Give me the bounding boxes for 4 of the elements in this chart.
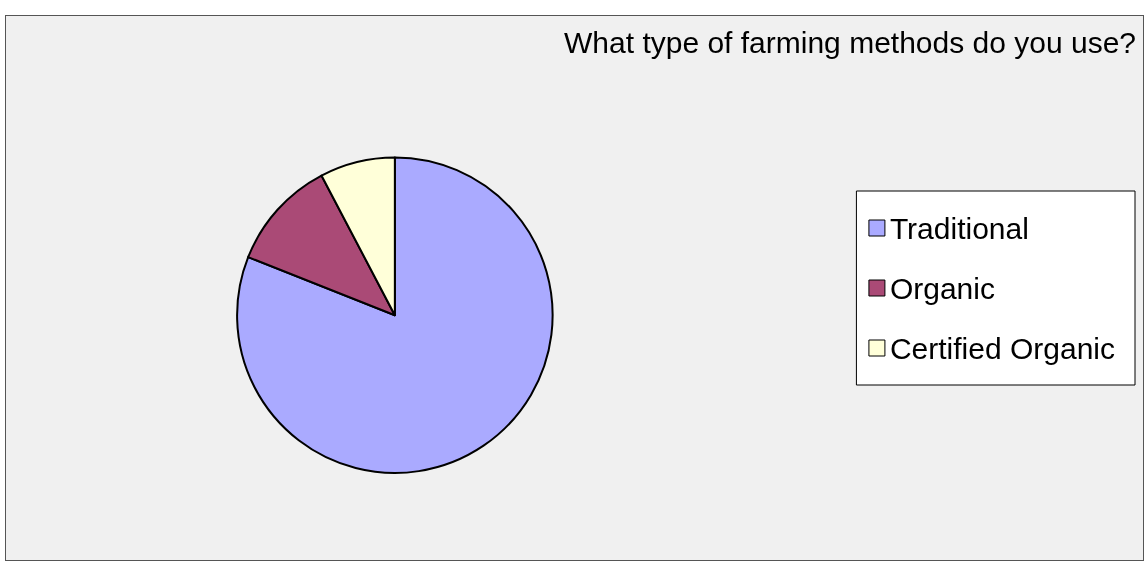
legend-label: Certified Organic [889, 331, 1116, 365]
chart-title: What type of farming methods do you use? [564, 25, 1137, 59]
legend-label: Traditional [889, 211, 1029, 245]
legend-label: Organic [889, 271, 995, 305]
